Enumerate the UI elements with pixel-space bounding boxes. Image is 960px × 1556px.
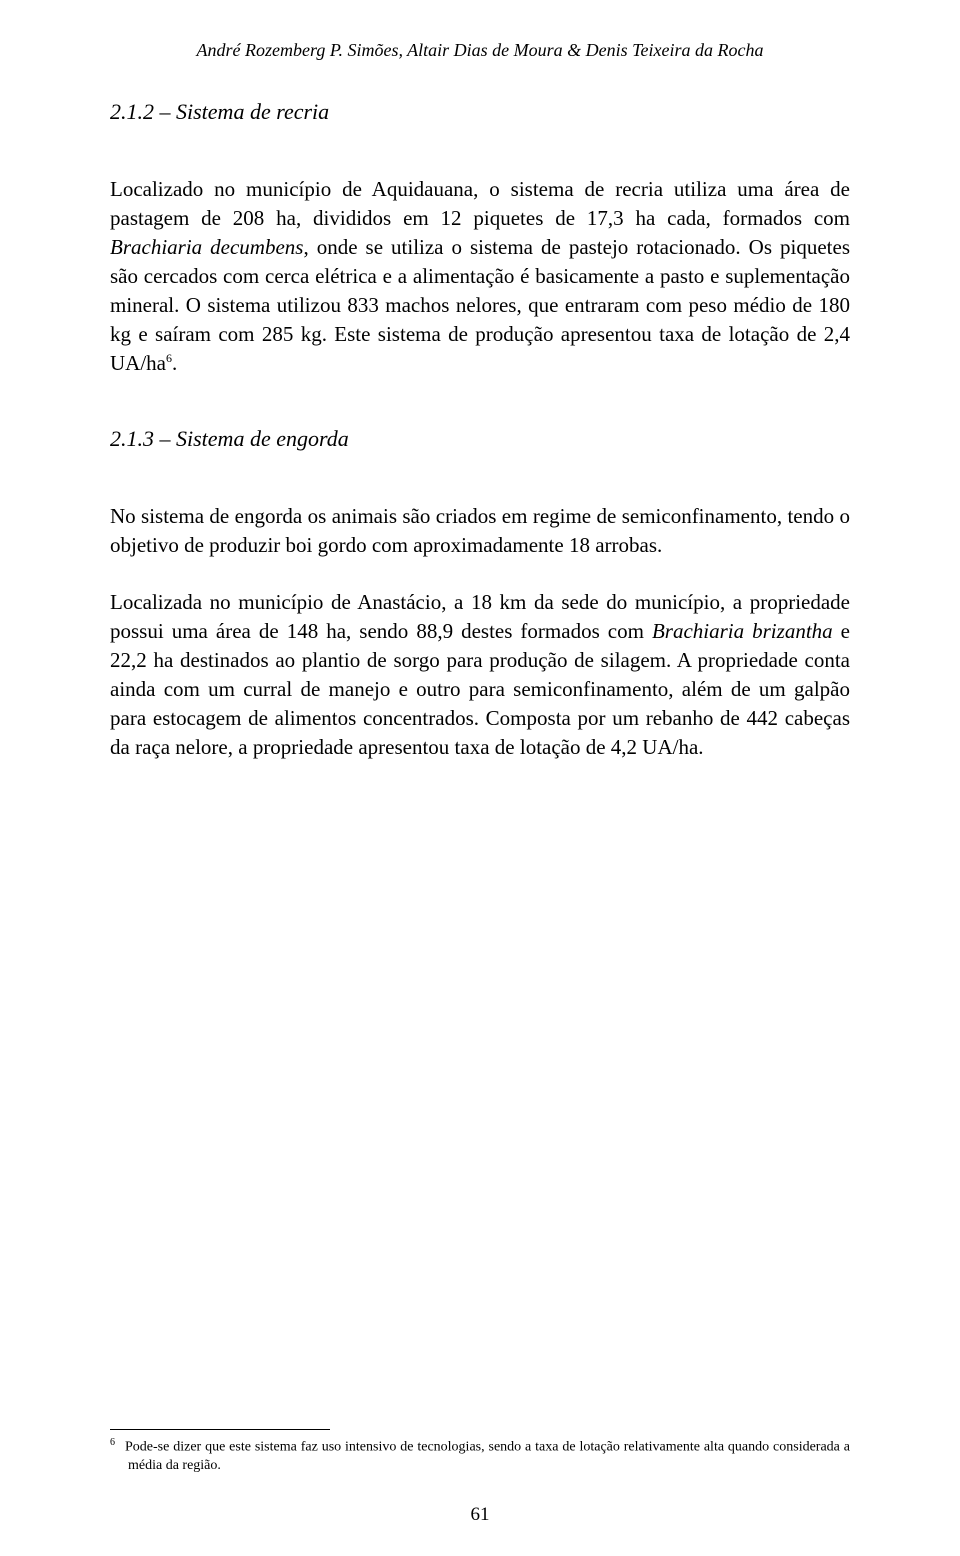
header-authors: André Rozemberg P. Simões, Altair Dias d… <box>110 40 850 61</box>
section2-paragraph1: No sistema de engorda os animais são cri… <box>110 502 850 560</box>
italic-text: Brachiaria decumbens <box>110 235 303 259</box>
footnote: 6 Pode-se dizer que este sistema faz uso … <box>110 1436 850 1476</box>
text-part: Localizado no município de Aquidauana, o… <box>110 177 850 230</box>
italic-text: Brachiaria brizantha <box>652 619 833 643</box>
section-title-1: 2.1.2 – Sistema de recria <box>110 99 850 125</box>
page-number: 61 <box>471 1504 490 1526</box>
section-title-2: 2.1.3 – Sistema de engorda <box>110 426 850 452</box>
footnote-number: 6 <box>110 1437 115 1448</box>
footer-section: 6 Pode-se dizer que este sistema faz uso … <box>110 1429 850 1476</box>
footnote-separator <box>110 1429 330 1430</box>
text-part: . <box>172 351 177 375</box>
section2-paragraph2: Localizada no município de Anastácio, a … <box>110 588 850 762</box>
footnote-text: Pode-se dizer que este sistema faz uso i… <box>125 1439 850 1473</box>
section1-paragraph1: Localizado no município de Aquidauana, o… <box>110 175 850 378</box>
